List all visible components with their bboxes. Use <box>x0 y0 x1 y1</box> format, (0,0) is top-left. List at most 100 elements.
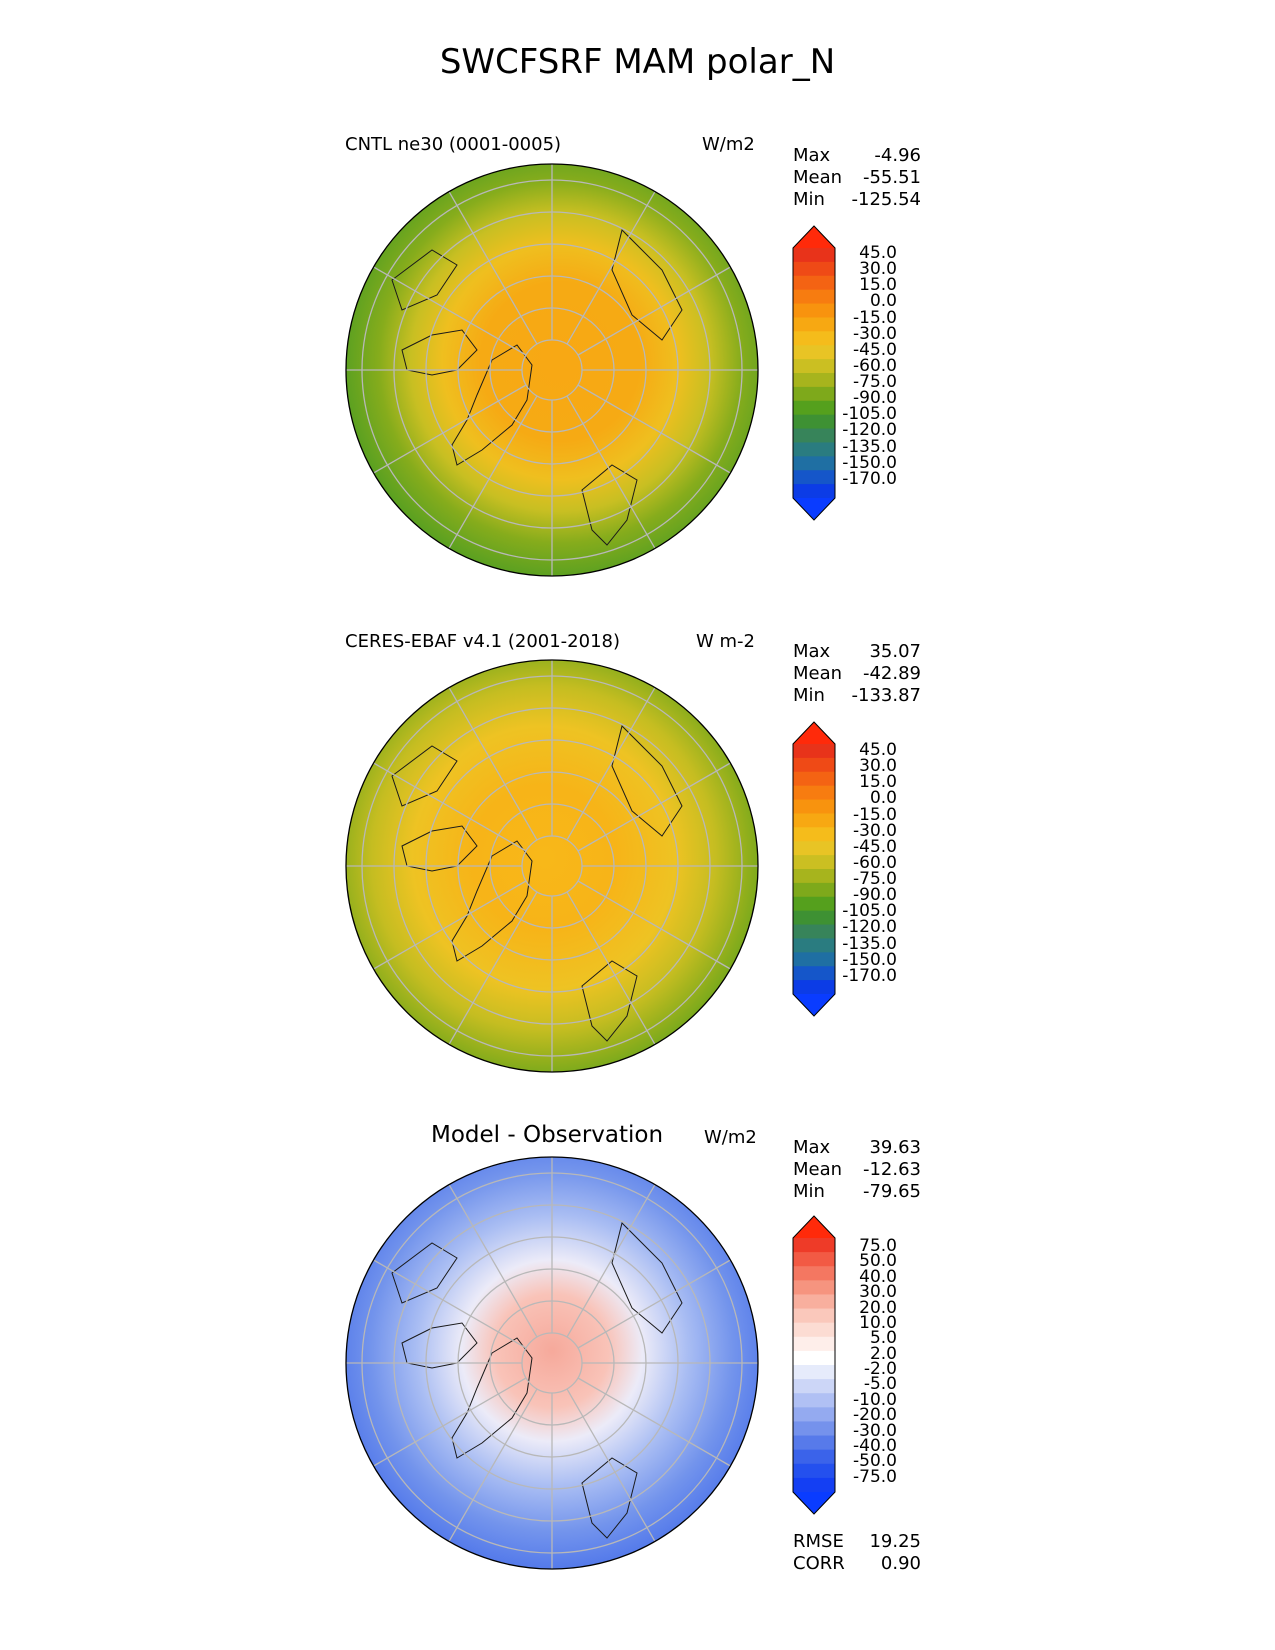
colorbar-tick-label: -75.0 <box>853 869 897 889</box>
colorbar-tick-label: 30.0 <box>859 259 897 280</box>
meridian-gridline <box>566 1388 656 1542</box>
colorbar-swatch <box>793 827 835 842</box>
stat-value: -4.96 <box>874 145 921 166</box>
colorbar-swatch <box>793 1350 835 1366</box>
colorbar-tick-label: -20.0 <box>853 1405 897 1426</box>
meridian-gridline <box>448 395 538 549</box>
colorbar-tick-label: -90.0 <box>853 388 897 409</box>
coastline <box>401 329 478 376</box>
colorbar-swatch <box>793 442 835 457</box>
colorbar-tick-label: -30.0 <box>853 1420 897 1441</box>
colorbar-swatch <box>793 261 835 277</box>
colorbar-swatch <box>793 757 835 773</box>
colorbar-tick-label: -75.0 <box>853 1466 897 1487</box>
meridian-gridline <box>373 1259 527 1349</box>
metric-label: RMSE <box>793 1531 844 1552</box>
stat-label: Mean <box>793 1159 843 1180</box>
colorbar-swatch <box>793 359 835 374</box>
stat-label: Min <box>793 685 825 706</box>
colorbar-swatch <box>793 1294 835 1310</box>
map-field <box>346 660 758 1072</box>
colorbar-swatch <box>793 1449 835 1465</box>
panel-1-stats: Max -4.96 Mean -55.51 Min -125.54 <box>793 145 921 211</box>
meridian-gridline <box>577 1377 731 1467</box>
colorbar-tick-label: 15.0 <box>859 275 897 296</box>
colorbar-swatch <box>793 1379 835 1394</box>
colorbar-tick-label: -120.0 <box>842 420 897 441</box>
colorbar-2 <box>792 721 836 1017</box>
colorbar-tick-label: -45.0 <box>853 836 897 857</box>
colorbar-swatch <box>793 1238 835 1253</box>
colorbar-swatch <box>793 1365 835 1380</box>
colorbar-1-labels: 45.0 30.0 15.0 0.0 -15.0 -30.0 -45.0 -60.0 -75.0… <box>835 244 897 487</box>
stat-value: -125.54 <box>851 189 921 210</box>
metric-value: 0.90 <box>880 1553 921 1574</box>
meridian-gridline <box>577 384 731 474</box>
colorbar-swatch <box>793 1421 835 1437</box>
colorbar-swatch <box>793 303 835 319</box>
stat-label: Min <box>793 189 825 210</box>
coastline <box>581 464 638 546</box>
colorbar-tick-label: 75.0 <box>859 1236 897 1256</box>
panel-3-units: W/m2 <box>704 1127 757 1148</box>
stat-label: Max <box>793 641 831 662</box>
colorbar-swatch <box>793 1435 835 1451</box>
colorbar-over-extension <box>793 722 835 744</box>
stat-label: Max <box>793 145 831 166</box>
colorbar-swatch <box>793 1407 835 1423</box>
colorbar-tick-label: 5.0 <box>869 1328 897 1349</box>
figure-title: SWCFSRF MAM polar_N <box>439 42 836 82</box>
colorbar-tick-label: 40.0 <box>859 1266 897 1287</box>
polar-map-3 <box>345 1156 759 1570</box>
colorbar-swatch <box>793 896 835 912</box>
coastline <box>401 1322 478 1369</box>
meridian-gridline <box>566 191 656 345</box>
colorbar-over-extension <box>793 226 835 248</box>
colorbar-swatch <box>793 1266 835 1281</box>
colorbar-tick-label: -135.0 <box>842 933 897 954</box>
colorbar-tick-label: -45.0 <box>853 339 897 360</box>
panel-3-title: Model - Observation <box>431 1122 664 1148</box>
coastline <box>611 229 683 341</box>
stat-value: -12.63 <box>862 1159 921 1180</box>
colorbar-swatch <box>793 952 835 967</box>
colorbar-under-extension <box>793 498 835 520</box>
colorbar-under-extension <box>793 1492 835 1514</box>
colorbar-tick-label: -75.0 <box>853 372 897 392</box>
meridian-gridline <box>448 1184 538 1338</box>
colorbar-under-extension <box>793 994 835 1016</box>
colorbar-swatch <box>793 373 835 388</box>
colorbar-swatch <box>793 924 835 940</box>
colorbar-tick-label: -150.0 <box>842 949 897 970</box>
colorbar-tick-label: -50.0 <box>853 1451 897 1472</box>
colorbar-swatch <box>793 400 835 416</box>
coastline <box>451 840 533 962</box>
colorbar-swatch <box>793 1336 835 1352</box>
polar-map-1 <box>345 163 759 577</box>
colorbar-tick-label: 10.0 <box>859 1312 897 1333</box>
colorbar-swatch <box>793 317 835 332</box>
meridian-gridline <box>373 1377 527 1467</box>
meridian-gridline <box>577 266 731 356</box>
colorbar-swatch <box>793 910 835 926</box>
colorbar-swatch <box>793 414 835 430</box>
meridian-gridline <box>448 891 538 1045</box>
colorbar-swatch <box>793 456 835 471</box>
coastline <box>391 1242 458 1304</box>
colorbar-swatch <box>793 938 835 953</box>
coastline <box>581 1457 638 1539</box>
colorbar-3 <box>792 1215 836 1515</box>
colorbar-tick-label: -135.0 <box>842 436 897 457</box>
colorbar-tick-label: -15.0 <box>853 804 897 825</box>
meridian-gridline <box>373 762 527 852</box>
stat-label: Mean <box>793 167 843 188</box>
stat-value: -79.65 <box>862 1181 921 1202</box>
coastline <box>391 249 458 311</box>
stat-value: -55.51 <box>862 167 921 188</box>
polar-map-2 <box>345 659 759 1073</box>
meridian-gridline <box>566 395 656 549</box>
meridian-gridline <box>577 880 731 970</box>
colorbar-tick-label: 2.0 <box>869 1343 897 1364</box>
colorbar-tick-label: -40.0 <box>853 1435 897 1456</box>
